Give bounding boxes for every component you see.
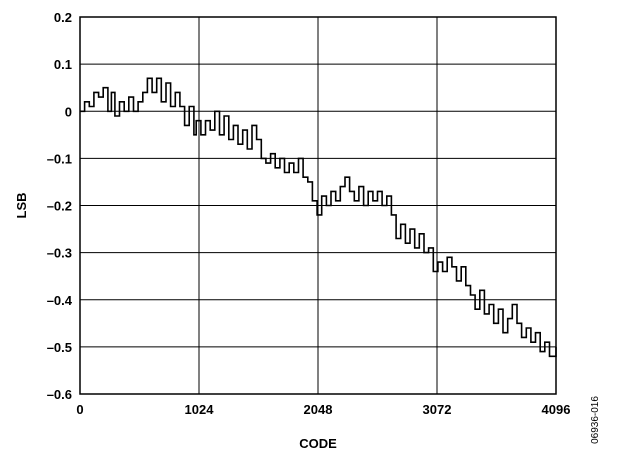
figure-id: 06936-016 [590, 396, 601, 444]
y-tick-label-4: –0.2 [47, 199, 72, 214]
plot-frame [79, 16, 557, 395]
y-tick-labels: 0.2 0.1 0 –0.1 –0.2 –0.3 –0.4 –0.5 –0.6 [47, 10, 73, 402]
y-tick-label-8: –0.6 [47, 387, 72, 402]
x-tick-label-3: 3072 [423, 402, 452, 417]
x-tick-label-2: 2048 [304, 402, 333, 417]
x-axis-title: CODE [299, 436, 337, 451]
y-tick-label-2: 0 [65, 104, 72, 119]
x-tick-labels: 0 1024 2048 3072 4096 [76, 402, 570, 417]
y-tick-label-0: 0.2 [54, 10, 72, 25]
grid [79, 16, 557, 395]
y-tick-label-5: –0.3 [47, 246, 72, 261]
x-tick-label-1: 1024 [185, 402, 215, 417]
y-tick-label-3: –0.1 [47, 151, 72, 166]
y-tick-label-7: –0.5 [47, 340, 72, 355]
y-tick-label-1: 0.1 [54, 57, 72, 72]
series-layer [80, 77, 557, 358]
y-axis-title: LSB [14, 193, 29, 219]
x-tick-label-0: 0 [76, 402, 83, 417]
y-tick-label-6: –0.4 [47, 293, 73, 308]
x-tick-label-4: 4096 [542, 402, 571, 417]
series-line-0 [80, 77, 557, 358]
